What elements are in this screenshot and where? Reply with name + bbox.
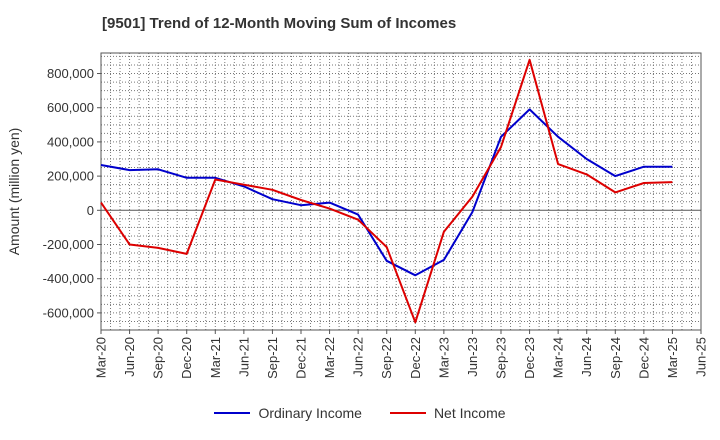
y-tick-label: 0	[87, 203, 94, 218]
x-tick-labels: Mar-20 Jun-20 Sep-20 Dec-20 Mar-21 Jun-21 Sep-…	[94, 330, 709, 379]
y-tick-labels: 800,000 600,000 400,000 200,000 0 -200,000 -40…	[43, 66, 101, 320]
legend-item-net-income: Net Income	[389, 405, 506, 421]
x-tick-label: Dec-21	[294, 337, 309, 379]
y-tick-label: 600,000	[47, 100, 94, 115]
x-tick-label: Dec-24	[636, 337, 651, 379]
legend-label-ordinary-income: Ordinary Income	[258, 405, 362, 421]
x-tick-label: Dec-23	[522, 337, 537, 379]
legend-item-ordinary-income: Ordinary Income	[214, 405, 362, 421]
x-tick-label: Jun-25	[694, 337, 709, 377]
chart-title: [9501] Trend of 12-Month Moving Sum of I…	[102, 15, 457, 32]
x-tick-label: Sep-20	[151, 337, 166, 379]
series-line-net-income	[100, 58, 673, 324]
y-tick-label: -600,000	[43, 305, 94, 320]
plot-border	[100, 52, 702, 331]
x-tick-label: Sep-23	[494, 337, 509, 379]
y-axis-label: Amount (million yen)	[6, 128, 22, 256]
x-tick-label: Mar-25	[665, 337, 680, 378]
x-tick-label: Mar-20	[94, 337, 109, 378]
series-line-ordinary-income	[100, 108, 673, 277]
x-tick-label: Jun-24	[579, 337, 594, 377]
x-tick-label: Jun-20	[122, 337, 137, 377]
legend-swatch-ordinary-income	[214, 412, 251, 414]
x-tick-label: Jun-21	[236, 337, 251, 377]
y-tick-label: 200,000	[47, 169, 94, 184]
y-tick-label: -200,000	[43, 237, 94, 252]
x-tick-label: Dec-20	[179, 337, 194, 379]
x-tick-label: Sep-24	[608, 337, 623, 379]
plot-frame	[100, 52, 702, 331]
x-tick-label: Sep-22	[379, 337, 394, 379]
x-tick-label: Mar-23	[436, 337, 451, 378]
series-lines	[100, 58, 673, 324]
y-tick-label: 400,000	[47, 134, 94, 149]
x-tick-label: Mar-22	[322, 337, 337, 378]
y-tick-label: -400,000	[43, 271, 94, 286]
x-tick-label: Mar-21	[208, 337, 223, 378]
x-tick-label: Mar-24	[551, 337, 566, 378]
legend-swatch-net-income	[389, 412, 426, 414]
x-tick-label: Jun-22	[351, 337, 366, 377]
grid-lines	[100, 53, 701, 330]
legend-label-net-income: Net Income	[433, 405, 506, 421]
legend: Ordinary Income Net Income	[0, 405, 720, 421]
y-tick-label: 800,000	[47, 66, 94, 81]
x-tick-label: Dec-22	[408, 337, 423, 379]
x-tick-label: Sep-21	[265, 337, 280, 379]
x-tick-label: Jun-23	[465, 337, 480, 377]
